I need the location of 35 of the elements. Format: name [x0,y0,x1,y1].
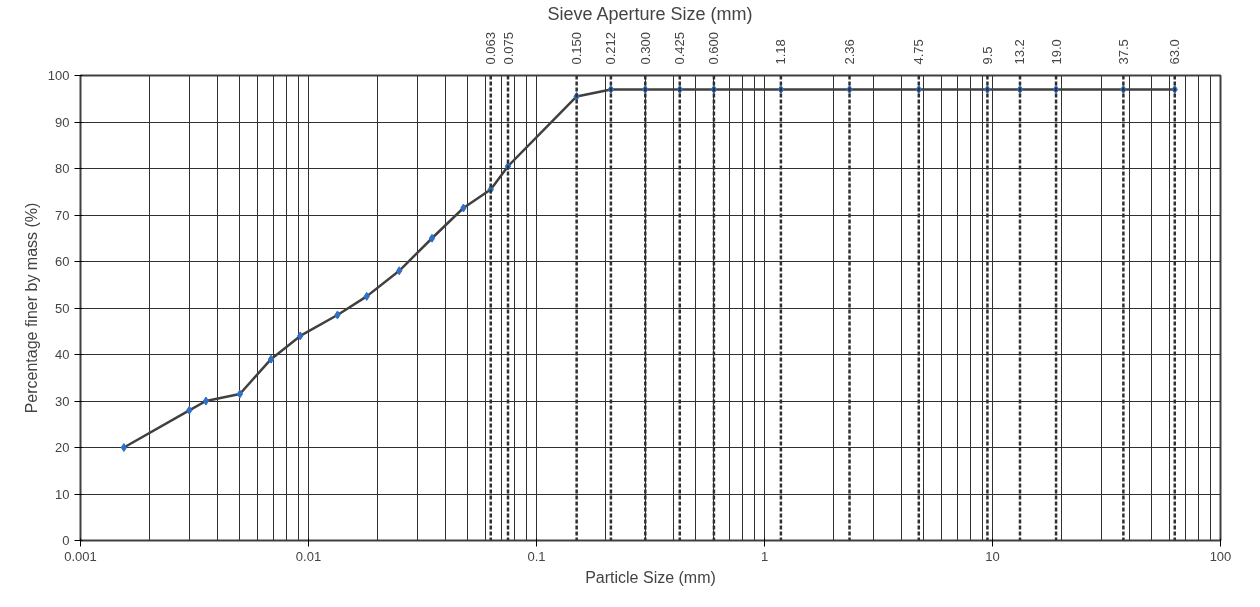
y-tick-label: 100 [47,68,70,83]
x-tick-label: 0.001 [64,548,97,564]
y-tick-label: 30 [55,393,70,409]
ref-line-label: 63.0 [1167,39,1183,65]
ref-line-label: 19.0 [1048,39,1064,65]
y-tick-label: 60 [55,254,70,269]
y-tick-label: 80 [55,161,70,176]
y-tick-label: 70 [55,207,70,223]
ref-line-label: 2.36 [842,39,858,65]
y-tick-label: 20 [55,440,70,455]
y-tick-label: 40 [55,347,70,362]
y-axis-title: Percentage finer by mass (%) [22,202,40,414]
y-tick-label: 50 [55,300,70,316]
x-tick-label: 0.1 [527,548,546,564]
x2-axis-title: Sieve Aperture Size (mm) [547,3,753,24]
ref-line-label: 0.212 [603,31,619,65]
ref-line-label: 37.5 [1115,39,1131,65]
ref-line-label: 0.300 [637,31,653,65]
x-axis-title: Particle Size (mm) [585,568,716,586]
x-tick-label: 100 [1209,548,1232,564]
ref-line-label: 0.600 [706,31,722,65]
ref-line-label: 0.150 [569,31,585,65]
x-tick-label: 10 [985,548,1000,564]
ref-line-label: 0.075 [500,31,516,65]
ref-line-label: 9.5 [979,46,995,65]
x-tick-label: 1 [760,548,769,564]
ref-line-label: 4.75 [911,39,927,65]
y-tick-label: 0 [62,533,70,548]
x-tick-label: 0.01 [295,548,322,564]
ref-line-label: 0.063 [483,31,499,65]
ref-line-label: 13.2 [1012,39,1028,65]
ref-line-label: 0.425 [672,31,688,65]
y-tick-label: 90 [55,114,70,130]
ref-line-label: 1.18 [773,39,789,65]
y-tick-label: 10 [55,486,70,502]
